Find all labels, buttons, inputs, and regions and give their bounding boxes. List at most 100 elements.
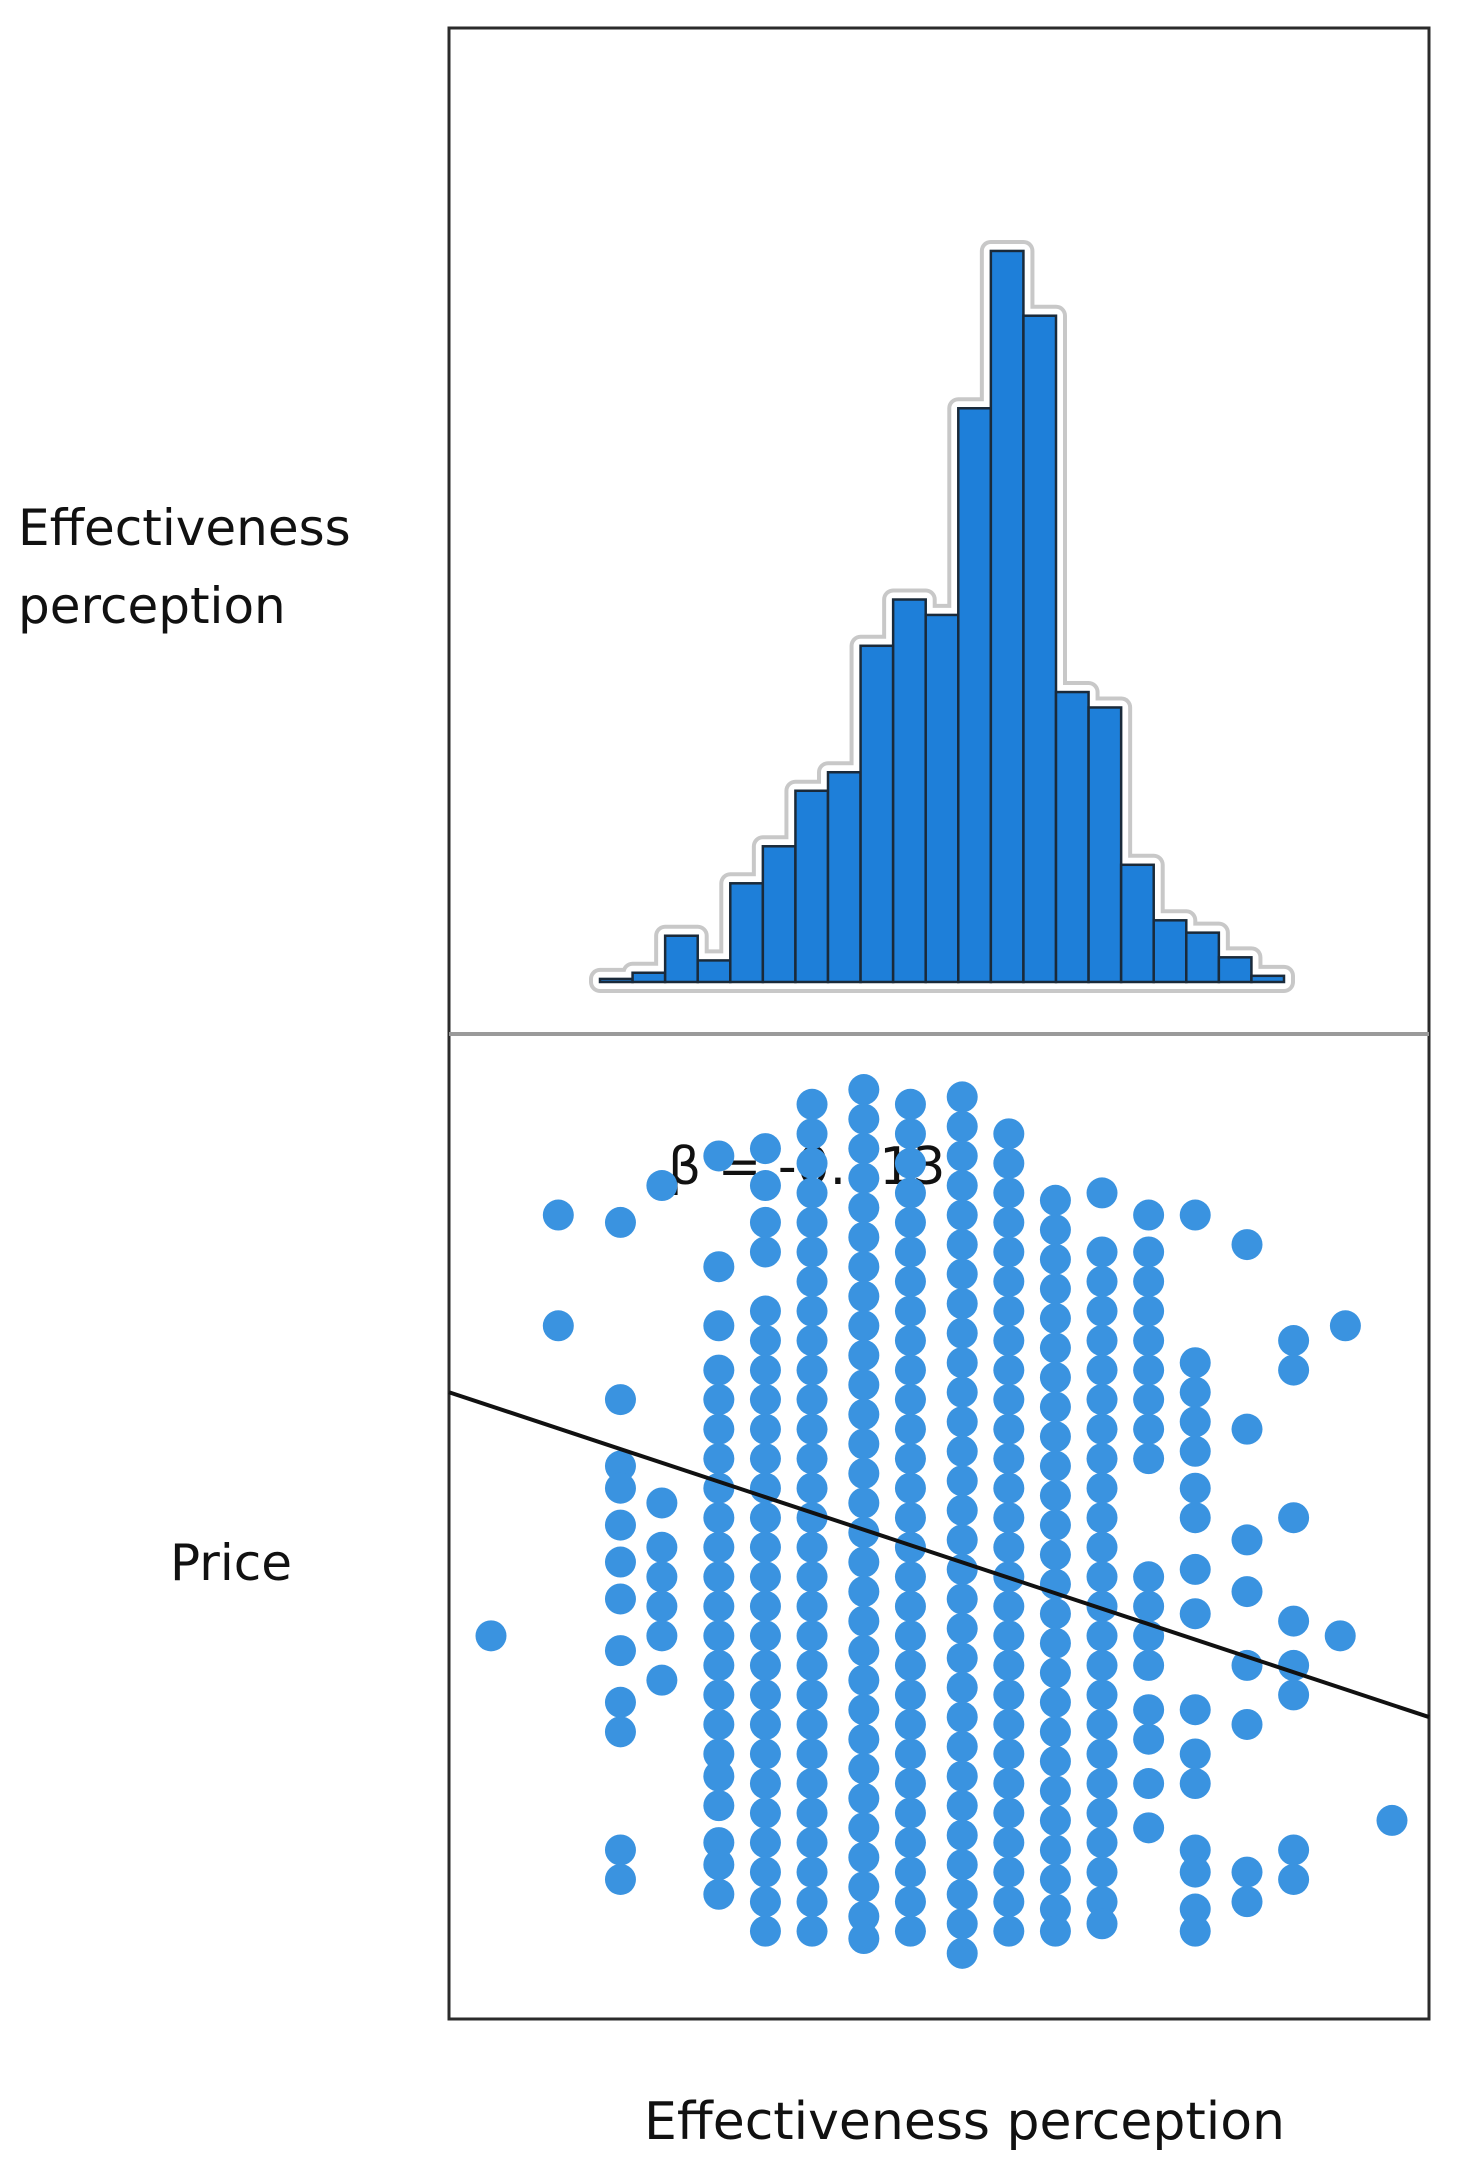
histogram-bar — [663, 934, 699, 984]
scatter-point — [749, 1236, 781, 1268]
scatter-point — [1133, 1384, 1165, 1416]
scatter-point — [993, 1738, 1025, 1770]
scatter-point — [946, 1199, 978, 1231]
scatter-point — [1086, 1502, 1118, 1534]
scatter-point — [604, 1834, 636, 1866]
scatter-point — [993, 1384, 1025, 1416]
scatter-point — [1086, 1590, 1118, 1622]
scatter-point — [946, 1170, 978, 1202]
scatter-point — [1133, 1649, 1165, 1681]
scatter-point — [796, 1147, 828, 1179]
scatter-point — [796, 1768, 828, 1800]
scatter-point — [604, 1546, 636, 1578]
scatter-point — [1133, 1590, 1165, 1622]
scatter-point — [703, 1708, 735, 1740]
scatter-point — [1039, 1539, 1071, 1571]
scatter-point — [703, 1443, 735, 1475]
scatter-point — [993, 1206, 1025, 1238]
scatter-point — [1039, 1450, 1071, 1482]
histogram-bar — [891, 598, 927, 984]
scatter-point — [646, 1664, 678, 1696]
scatter-point — [1179, 1893, 1211, 1925]
scatter-point — [796, 1590, 828, 1622]
scatter-point — [604, 1863, 636, 1895]
scatter-point — [703, 1738, 735, 1770]
scatter-point — [894, 1502, 926, 1534]
scatter-point — [894, 1620, 926, 1652]
scatter-point — [946, 1612, 978, 1644]
scatter-point — [946, 1731, 978, 1763]
scatter-point — [946, 1258, 978, 1290]
scatter-point — [796, 1649, 828, 1681]
scatter-point — [796, 1236, 828, 1268]
scatter-point — [796, 1708, 828, 1740]
scatter-point — [1179, 1598, 1211, 1630]
scatter-point — [946, 1140, 978, 1172]
scatter-point — [1278, 1863, 1310, 1895]
histogram-bar — [631, 971, 667, 984]
histogram-bar — [1119, 863, 1155, 984]
scatter-point — [1278, 1502, 1310, 1534]
scatter-point — [1179, 1347, 1211, 1379]
scatter-point — [1039, 1657, 1071, 1689]
scatter-point — [796, 1531, 828, 1563]
scatter-point — [993, 1620, 1025, 1652]
scatter-point — [848, 1664, 880, 1696]
scatter-point — [946, 1288, 978, 1320]
scatter-point — [848, 1074, 880, 1106]
scatter-point — [894, 1738, 926, 1770]
scatter-point — [848, 1251, 880, 1283]
histogram-bar — [761, 845, 797, 984]
scatter-point — [703, 1620, 735, 1652]
scatter-point — [1086, 1265, 1118, 1297]
scatter-point — [1039, 1302, 1071, 1334]
scatter-point — [1086, 1738, 1118, 1770]
scatter-point — [1133, 1325, 1165, 1357]
scatter-point — [946, 1524, 978, 1556]
histogram-bar — [794, 789, 830, 984]
scatter-point — [1086, 1384, 1118, 1416]
scatter-point — [1133, 1443, 1165, 1475]
scatter-point — [894, 1206, 926, 1238]
scatter-point — [1179, 1472, 1211, 1504]
scatter-point — [1179, 1834, 1211, 1866]
scatter-point — [1039, 1214, 1071, 1246]
scatter-point — [1231, 1708, 1263, 1740]
scatter-point — [848, 1162, 880, 1194]
scatter-point — [946, 1583, 978, 1615]
scatter-point — [749, 1708, 781, 1740]
scatter-point — [993, 1797, 1025, 1829]
scatter-point — [1231, 1524, 1263, 1556]
scatter-point — [796, 1384, 828, 1416]
scatter-point — [749, 1295, 781, 1327]
scatter-point — [1179, 1553, 1211, 1585]
scatter-point — [993, 1827, 1025, 1859]
scatter-point — [796, 1265, 828, 1297]
scatter-point — [894, 1708, 926, 1740]
scatter-point — [749, 1886, 781, 1918]
scatter-point — [1039, 1893, 1071, 1925]
scatter-point — [993, 1679, 1025, 1711]
scatter-point — [946, 1406, 978, 1438]
scatter-point — [894, 1856, 926, 1888]
scatter-point — [1179, 1435, 1211, 1467]
scatter-point — [542, 1310, 574, 1342]
scatter-point — [1133, 1295, 1165, 1327]
scatter-point — [946, 1790, 978, 1822]
scatter-point — [604, 1206, 636, 1238]
scatter-point — [993, 1708, 1025, 1740]
scatter-point — [703, 1502, 735, 1534]
scatter-points — [475, 1074, 1408, 1969]
scatter-point — [894, 1797, 926, 1829]
scatter-point — [1376, 1804, 1408, 1836]
scatter-point — [1086, 1354, 1118, 1386]
scatter-point — [946, 1760, 978, 1792]
scatter-point — [993, 1915, 1025, 1947]
scatter-point — [894, 1088, 926, 1120]
scatter-point — [1039, 1509, 1071, 1541]
scatter-point — [894, 1413, 926, 1445]
scatter-point — [993, 1177, 1025, 1209]
scatter-point — [848, 1457, 880, 1489]
scatter-point — [1133, 1812, 1165, 1844]
